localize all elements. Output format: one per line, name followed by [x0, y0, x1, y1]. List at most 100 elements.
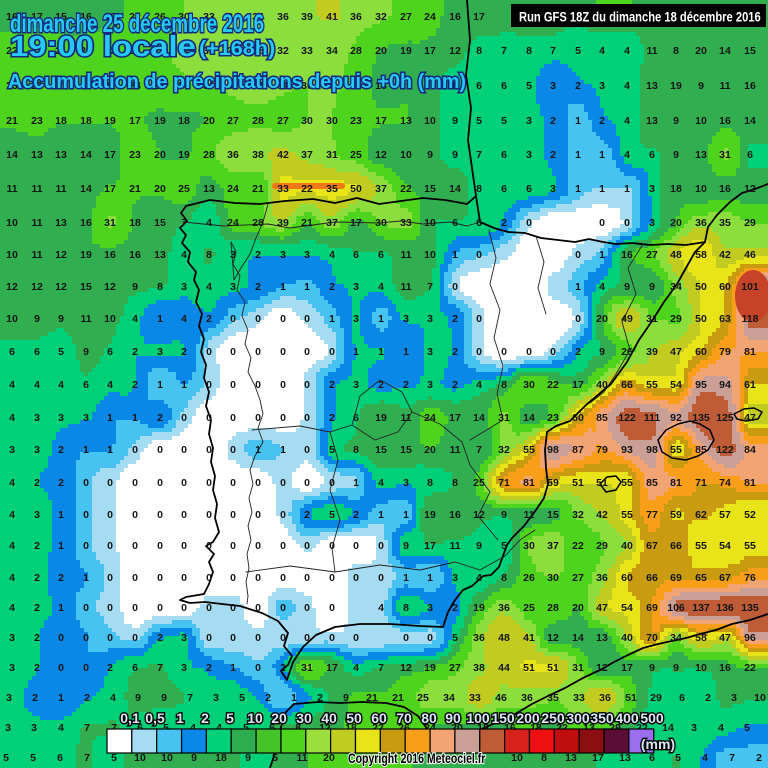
svg-text:98: 98 [646, 444, 658, 456]
svg-text:2: 2 [181, 346, 187, 358]
svg-text:10: 10 [6, 313, 18, 325]
svg-text:26: 26 [350, 80, 362, 92]
svg-text:16: 16 [6, 11, 18, 23]
svg-text:22: 22 [400, 183, 412, 195]
svg-text:7: 7 [476, 149, 482, 161]
svg-text:1: 1 [157, 379, 163, 391]
svg-text:0: 0 [255, 313, 261, 325]
svg-text:0: 0 [378, 572, 384, 584]
svg-text:23: 23 [350, 115, 362, 127]
svg-text:0: 0 [476, 313, 482, 325]
svg-text:1: 1 [132, 412, 138, 424]
svg-text:14: 14 [744, 115, 756, 127]
svg-text:106: 106 [667, 602, 685, 614]
svg-text:0: 0 [132, 632, 138, 644]
svg-text:1: 1 [157, 313, 163, 325]
svg-text:10: 10 [247, 710, 263, 726]
svg-text:51: 51 [596, 477, 608, 489]
svg-text:15: 15 [55, 11, 67, 23]
svg-text:1: 1 [280, 444, 286, 456]
svg-text:12: 12 [400, 662, 412, 674]
svg-text:29: 29 [596, 540, 608, 552]
svg-text:3: 3 [403, 477, 409, 489]
svg-text:36: 36 [498, 602, 510, 614]
svg-text:30: 30 [296, 710, 312, 726]
svg-text:16: 16 [504, 722, 516, 734]
svg-text:9: 9 [83, 346, 89, 358]
svg-text:0: 0 [255, 477, 261, 489]
svg-text:30: 30 [301, 80, 313, 92]
svg-text:2: 2 [329, 412, 335, 424]
svg-text:15: 15 [400, 444, 412, 456]
svg-text:13: 13 [55, 149, 67, 161]
svg-text:25: 25 [523, 602, 535, 614]
svg-text:2: 2 [32, 692, 38, 704]
svg-text:5: 5 [452, 632, 458, 644]
svg-text:6: 6 [107, 346, 113, 358]
svg-text:2: 2 [206, 662, 212, 674]
svg-text:26: 26 [154, 11, 166, 23]
svg-text:13: 13 [154, 249, 166, 261]
svg-text:24: 24 [129, 80, 141, 92]
svg-text:4: 4 [206, 281, 212, 293]
svg-text:6: 6 [83, 379, 89, 391]
svg-text:135: 135 [741, 602, 759, 614]
svg-text:8: 8 [427, 477, 433, 489]
svg-text:5: 5 [30, 752, 36, 764]
svg-text:32: 32 [178, 45, 190, 57]
svg-text:118: 118 [742, 313, 759, 325]
svg-text:0: 0 [599, 217, 605, 229]
svg-text:4: 4 [599, 281, 605, 293]
svg-text:28: 28 [547, 602, 559, 614]
svg-text:61: 61 [744, 379, 756, 391]
svg-text:16: 16 [449, 509, 461, 521]
svg-text:41: 41 [523, 632, 535, 644]
svg-text:1: 1 [280, 281, 286, 293]
svg-text:135: 135 [692, 412, 710, 424]
svg-text:10: 10 [6, 249, 18, 261]
svg-text:22: 22 [636, 722, 648, 734]
svg-text:15: 15 [375, 444, 387, 456]
svg-text:27: 27 [449, 662, 461, 674]
svg-text:11: 11 [400, 249, 411, 261]
svg-text:51: 51 [547, 662, 559, 674]
svg-text:18: 18 [670, 183, 682, 195]
svg-text:0: 0 [107, 477, 113, 489]
svg-text:17: 17 [592, 752, 604, 764]
svg-text:0: 0 [329, 477, 335, 489]
svg-text:0: 0 [280, 572, 286, 584]
svg-text:40: 40 [596, 379, 608, 391]
svg-text:2: 2 [599, 115, 605, 127]
svg-text:26: 26 [154, 80, 166, 92]
svg-text:1: 1 [107, 412, 113, 424]
svg-text:0: 0 [230, 540, 236, 552]
svg-text:20: 20 [695, 45, 707, 57]
svg-text:13: 13 [203, 183, 215, 195]
svg-text:10: 10 [695, 662, 707, 674]
svg-text:0: 0 [157, 602, 163, 614]
svg-text:18: 18 [178, 115, 190, 127]
svg-text:6: 6 [269, 722, 275, 734]
svg-text:2: 2 [34, 632, 40, 644]
svg-text:41: 41 [326, 11, 338, 23]
svg-text:0: 0 [280, 632, 286, 644]
svg-text:36: 36 [695, 217, 707, 229]
svg-text:14: 14 [719, 45, 731, 57]
svg-text:1: 1 [230, 662, 236, 674]
svg-text:4: 4 [58, 722, 64, 734]
svg-text:36: 36 [599, 692, 611, 704]
svg-text:9: 9 [673, 115, 679, 127]
svg-text:2: 2 [452, 313, 458, 325]
svg-text:4: 4 [702, 752, 708, 764]
svg-text:87: 87 [572, 444, 584, 456]
svg-text:2: 2 [378, 379, 384, 391]
svg-text:22: 22 [547, 379, 559, 391]
svg-text:0: 0 [157, 509, 163, 521]
svg-text:19: 19 [670, 80, 682, 92]
svg-text:0: 0 [255, 662, 261, 674]
svg-text:1: 1 [353, 477, 359, 489]
svg-text:3: 3 [353, 313, 359, 325]
svg-text:6: 6 [747, 149, 753, 161]
svg-text:30: 30 [375, 217, 387, 229]
svg-text:0: 0 [157, 572, 163, 584]
